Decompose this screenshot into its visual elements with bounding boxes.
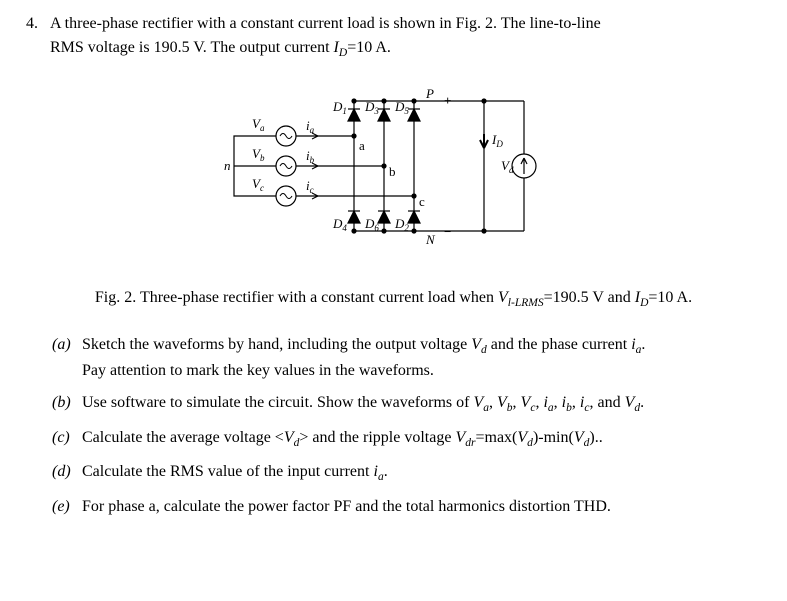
pc-post: ).. — [589, 429, 602, 446]
label-vd: Vd — [501, 158, 514, 175]
pb-u4: a — [548, 403, 554, 415]
diode-d5 — [408, 109, 420, 121]
cap-mid: =190.5 V and — [544, 289, 635, 306]
cap-v: V — [498, 289, 508, 306]
label-b-node: b — [389, 164, 396, 179]
label-d4: D4 — [332, 216, 347, 233]
diode-d6 — [378, 211, 390, 223]
label-ia: ia — [306, 118, 315, 135]
cap-pre: Fig. 2. Three-phase rectifier with a con… — [95, 289, 498, 306]
pb-s1: V — [473, 394, 483, 411]
pc-m3: )-min( — [533, 429, 574, 446]
pb-post: . — [640, 394, 644, 411]
part-a-pre: Sketch the waveforms by hand, including … — [82, 336, 471, 353]
label-minus: − — [444, 224, 451, 239]
label-vc: Vc — [252, 176, 264, 193]
circuit-figure: n Va Vb Vc ia ib ic D1 D3 D5 D4 D6 D2 a … — [26, 76, 761, 276]
pb-u1: a — [483, 403, 489, 415]
part-a-mid: and the phase current — [487, 336, 631, 353]
pb-u2: b — [507, 403, 513, 415]
part-a-label: (a) — [52, 333, 76, 383]
label-c-node: c — [419, 194, 425, 209]
problem-statement: 4. A three-phase rectifier with a consta… — [26, 12, 761, 62]
diode-d3 — [378, 109, 390, 121]
figure-caption: Fig. 2. Three-phase rectifier with a con… — [26, 286, 761, 312]
label-n-bus: N — [425, 232, 436, 247]
label-n: n — [224, 158, 231, 173]
id-sub: D — [339, 47, 347, 59]
cap-v-sub: l-LRMS — [508, 298, 544, 310]
label-a-node: a — [359, 138, 365, 153]
label-d6: D6 — [364, 216, 379, 233]
pc-vd2: V — [517, 429, 527, 446]
label-va: Va — [252, 116, 265, 133]
label-p: P — [425, 86, 434, 101]
pc-pre: Calculate the average voltage < — [82, 429, 284, 446]
diode-d2 — [408, 211, 420, 223]
part-d: (d) Calculate the RMS value of the input… — [52, 460, 761, 486]
circuit-svg: n Va Vb Vc ia ib ic D1 D3 D5 D4 D6 D2 a … — [214, 76, 574, 276]
pd-post: . — [384, 463, 388, 480]
diode-d1 — [348, 109, 360, 121]
part-c: (c) Calculate the average voltage <Vd> a… — [52, 426, 761, 452]
part-a-l2: Pay attention to mark the key values in … — [82, 362, 434, 379]
problem-line-2a: RMS voltage is 190.5 V. The output curre… — [50, 39, 334, 56]
part-a: (a) Sketch the waveforms by hand, includ… — [52, 333, 761, 383]
pb-s2: V — [497, 394, 507, 411]
cap-post: =10 A. — [648, 289, 692, 306]
pc-vdrs: dr — [465, 437, 475, 449]
problem-line-1: A three-phase rectifier with a constant … — [50, 15, 601, 32]
label-d2: D2 — [394, 216, 409, 233]
part-c-label: (c) — [52, 426, 76, 452]
part-e-label: (e) — [52, 495, 76, 519]
pb-and: , and — [589, 394, 624, 411]
pb-s7: V — [625, 394, 635, 411]
label-ib: ib — [306, 148, 315, 165]
part-b-label: (b) — [52, 391, 76, 417]
pc-m2: =max( — [475, 429, 517, 446]
label-plus: + — [444, 93, 451, 108]
part-a-text: Sketch the waveforms by hand, including … — [82, 333, 761, 383]
part-c-text: Calculate the average voltage <Vd> and t… — [82, 426, 761, 452]
problem-number: 4. — [26, 12, 38, 62]
label-d1: D1 — [332, 99, 347, 116]
problem-line-2b: =10 A. — [347, 39, 391, 56]
pc-mid: > and the ripple voltage — [299, 429, 455, 446]
diode-d4 — [348, 211, 360, 223]
part-e: (e) For phase a, calculate the power fac… — [52, 495, 761, 519]
part-b: (b) Use software to simulate the circuit… — [52, 391, 761, 417]
part-a-vd: V — [471, 336, 481, 353]
label-id: ID — [491, 132, 503, 149]
pb-pre: Use software to simulate the circuit. Sh… — [82, 394, 473, 411]
pb-u3: c — [530, 403, 535, 415]
pc-vd: V — [284, 429, 294, 446]
pb-s3: V — [521, 394, 531, 411]
label-vb: Vb — [252, 146, 265, 163]
problem-text: A three-phase rectifier with a constant … — [50, 12, 761, 62]
label-ic: ic — [306, 178, 314, 195]
pc-vd3: V — [574, 429, 584, 446]
part-e-text: For phase a, calculate the power factor … — [82, 495, 761, 519]
pd-pre: Calculate the RMS value of the input cur… — [82, 463, 373, 480]
part-d-label: (d) — [52, 460, 76, 486]
pc-vdr: V — [455, 429, 465, 446]
part-a-post: . — [641, 336, 645, 353]
pb-u5: b — [566, 403, 572, 415]
part-b-text: Use software to simulate the circuit. Sh… — [82, 391, 761, 417]
part-d-text: Calculate the RMS value of the input cur… — [82, 460, 761, 486]
